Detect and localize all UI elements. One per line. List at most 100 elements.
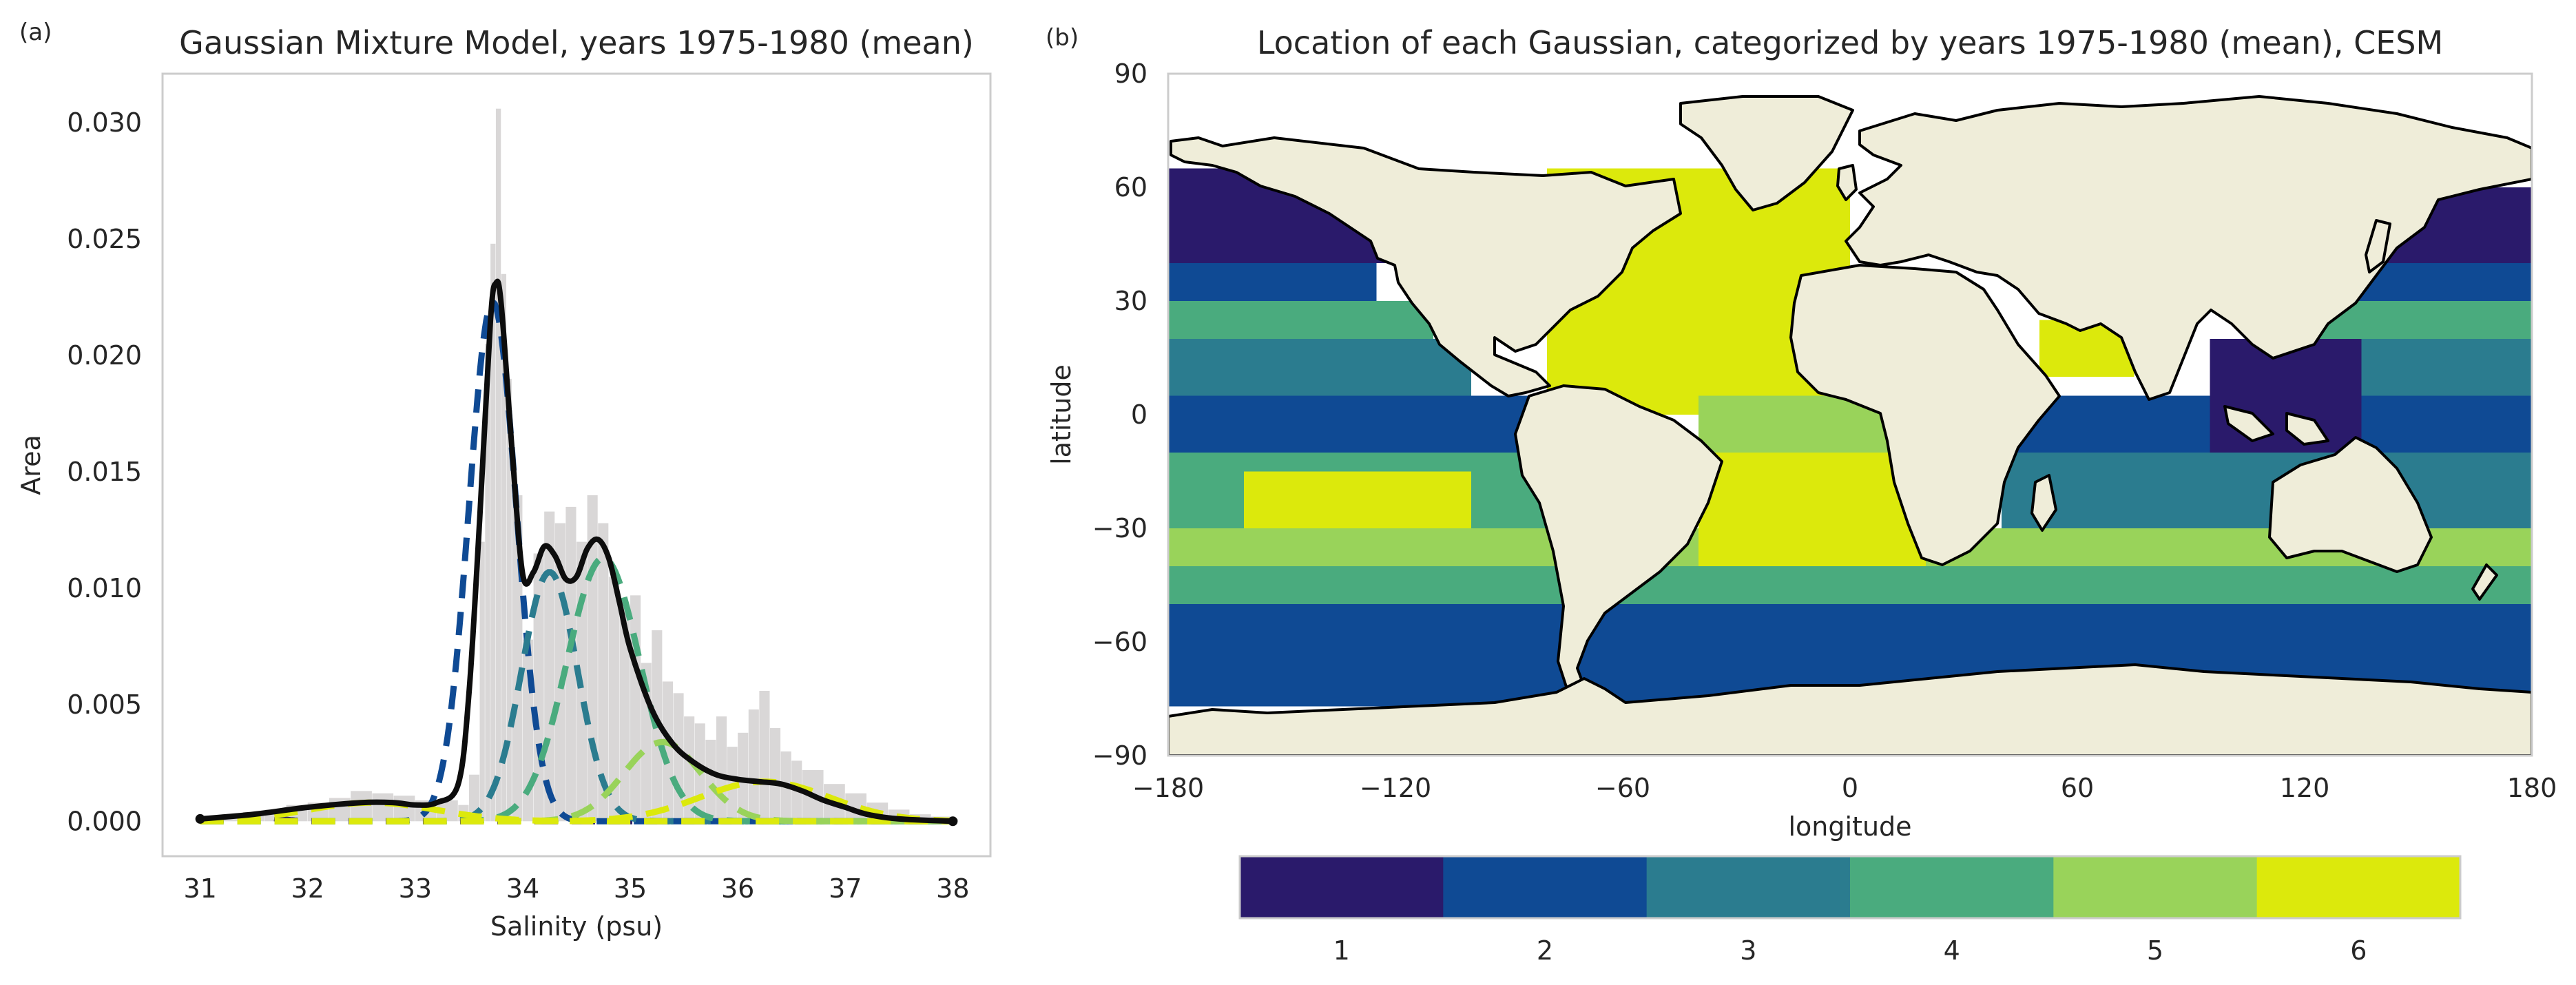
uk-land: [1836, 164, 1858, 201]
colorbar-swatch-4: [1850, 856, 2054, 918]
gmm-x-tick-label: 36: [721, 873, 754, 904]
ocean-category-1-region: [2210, 339, 2362, 453]
total-curve-endpoint: [948, 816, 958, 827]
colorbar-tick-label: 1: [1333, 935, 1350, 966]
gmm-x-tick-label: 34: [506, 873, 539, 904]
greenland-land: [1679, 95, 1854, 211]
gmm-y-tick-label: 0.015: [67, 457, 142, 487]
map-x-tick-label: −180: [1132, 773, 1204, 803]
total-curve-startpoint: [195, 813, 205, 824]
indonesia-land: [2223, 405, 2329, 446]
ocean-category-4-region: [1168, 301, 1433, 339]
histogram-bar: [716, 716, 727, 822]
antarctica-land: [1168, 663, 2532, 756]
ocean-category-3-region: [2002, 453, 2532, 528]
gmm-panel: (a) Gaussian Mixture Model, years 1975-1…: [16, 19, 992, 942]
map-y-axis-label: latitude: [1046, 364, 1077, 465]
map-y-tick-label: 60: [1114, 172, 1147, 203]
map-x-tick-label: −60: [1595, 773, 1650, 803]
map-y-tick-label: −30: [1092, 513, 1147, 543]
colorbar-tick-label: 2: [1537, 935, 1553, 966]
japan-land: [2365, 219, 2391, 273]
ocean-category-3-region: [1168, 339, 1471, 396]
gmm-y-tick-label: 0.000: [67, 806, 142, 836]
map-x-axis-label: longitude: [1788, 811, 1911, 842]
madagascar-land: [2030, 474, 2057, 532]
gmm-y-tick-label: 0.010: [67, 573, 142, 603]
colorbar-swatch-3: [1646, 856, 1851, 918]
eurasia-land: [1845, 95, 2532, 401]
map-area: [1168, 74, 2532, 756]
map-y-ticks: −90 −60 −30 0 30 60 90: [1092, 59, 1147, 771]
colorbar-swatch-5: [2053, 856, 2258, 918]
north-america-land: [1170, 136, 1682, 397]
map-x-tick-label: 180: [2507, 773, 2557, 803]
gmm-y-tick-label: 0.005: [67, 690, 142, 720]
histogram-bar: [393, 796, 415, 822]
colorbar-swatch-1: [1240, 856, 1444, 918]
histogram-bar: [565, 506, 577, 822]
colorbar-tick-label: 3: [1740, 935, 1756, 966]
map-x-tick-label: −120: [1360, 773, 1431, 803]
map-chart-title: Location of each Gaussian, categorized b…: [1257, 24, 2443, 61]
gmm-y-ticks: 0.000 0.005 0.010 0.015 0.020 0.025 0.030: [67, 107, 142, 836]
gmm-y-axis-label: Area: [16, 435, 46, 495]
map-plot-frame: [1167, 72, 2533, 757]
gmm-x-tick-label: 35: [614, 873, 647, 904]
panel-a-label: (a): [19, 19, 52, 46]
histogram-bar: [684, 716, 695, 822]
gmm-total-curve: [195, 278, 958, 827]
histogram-bar: [598, 523, 609, 822]
ocean-category-5-region: [1699, 395, 1888, 453]
land-masses: [1168, 95, 2532, 756]
map-y-tick-label: 90: [1114, 59, 1147, 89]
ocean-category-4-region: [1168, 566, 2532, 604]
gmm-y-tick-label: 0.025: [67, 224, 142, 254]
histogram-bar: [705, 739, 716, 822]
histogram-bar: [748, 709, 759, 822]
panel-b-label: (b): [1046, 24, 1079, 52]
histogram-bar: [490, 243, 496, 822]
gmm-x-axis-label: Salinity (psu): [490, 911, 663, 942]
australia-land: [2268, 436, 2433, 573]
gmm-x-tick-label: 32: [291, 873, 324, 904]
gmm-x-tick-label: 37: [829, 873, 862, 904]
histogram-bar: [738, 732, 749, 822]
gmm-x-tick-label: 31: [183, 873, 216, 904]
colorbar-tick-label: 4: [1944, 935, 1960, 966]
histogram-bar: [479, 541, 485, 822]
category-colorbar: 1 2 3 4 5 6: [1240, 856, 2461, 966]
map-y-tick-label: −90: [1092, 740, 1147, 771]
histogram-bar: [485, 344, 490, 822]
colorbar-frame: [1238, 855, 2462, 920]
gmm-x-tick-label: 38: [936, 873, 969, 904]
ocean-category-fields: [1168, 168, 2532, 707]
histogram-bar: [495, 108, 501, 822]
histogram-bar: [506, 378, 512, 822]
gmm-total-line: [200, 278, 953, 825]
map-x-tick-label: 120: [2280, 773, 2330, 803]
histogram-bar: [759, 690, 770, 822]
histogram-bar: [769, 728, 781, 822]
africa-land: [1789, 264, 2061, 566]
new-zealand-land: [2471, 563, 2498, 601]
map-y-tick-label: 30: [1114, 286, 1147, 316]
map-x-tick-label: 60: [2061, 773, 2094, 803]
map-x-tick-label: 0: [1842, 773, 1858, 803]
ocean-category-2-region: [1168, 263, 1377, 301]
histogram-bar: [501, 273, 507, 822]
map-y-tick-label: −60: [1092, 627, 1147, 657]
ocean-category-2-region: [1168, 395, 1528, 453]
gmm-chart-title: Gaussian Mixture Model, years 1975-1980 …: [179, 24, 974, 61]
colorbar-swatch-6: [2256, 856, 2461, 918]
gmm-y-tick-label: 0.020: [67, 340, 142, 371]
histogram-bar: [372, 793, 394, 822]
gmm-x-ticks: 31 32 33 34 35 36 37 38: [183, 873, 969, 904]
map-y-tick-label: 0: [1131, 400, 1147, 430]
gmm-y-tick-label: 0.030: [67, 107, 142, 138]
south-america-land: [1514, 384, 1723, 697]
histogram-bar: [662, 681, 673, 822]
histogram-bar: [544, 511, 555, 822]
histogram-bar: [630, 595, 641, 822]
